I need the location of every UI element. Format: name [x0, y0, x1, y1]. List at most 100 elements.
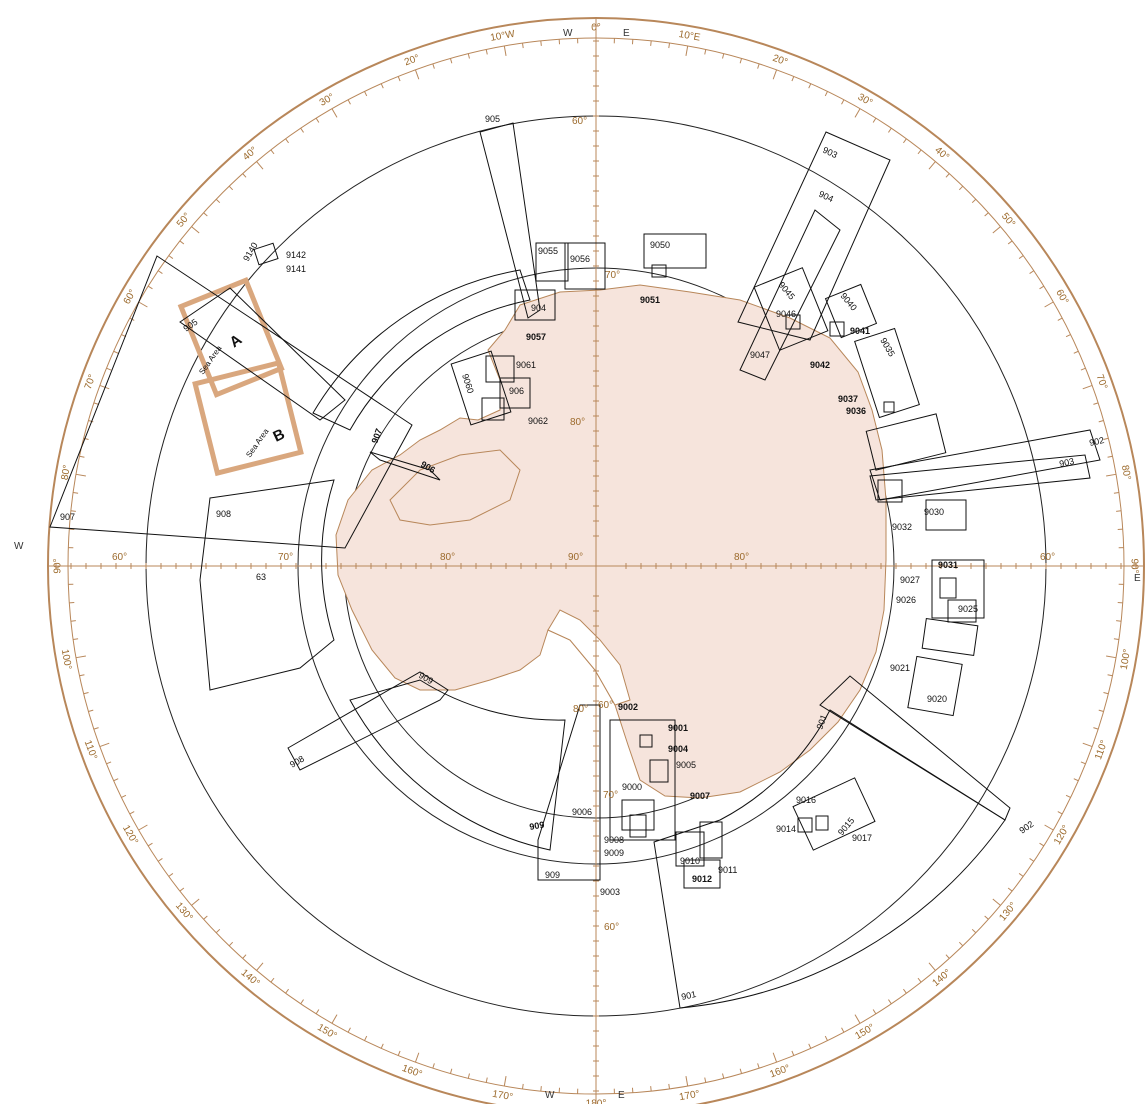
- degree-label: 40°: [241, 145, 260, 163]
- sea-area-b-box: [192, 359, 304, 477]
- degree-tick: [242, 954, 247, 959]
- degree-tick: [1039, 285, 1045, 290]
- degree-tick: [1082, 384, 1093, 390]
- chart-9041-outline: [829, 321, 845, 337]
- chart-9035-outline: [854, 327, 920, 419]
- degree-tick: [854, 108, 861, 118]
- label-9004: 9004: [668, 744, 688, 754]
- chart-9021-outline: [921, 617, 979, 657]
- degree-label: 60°: [122, 288, 139, 307]
- label-9051: 9051: [640, 295, 660, 305]
- degree-tick: [228, 941, 234, 947]
- degree-tick: [191, 898, 200, 906]
- label-9142: 9142: [286, 250, 306, 260]
- degree-tick: [1018, 255, 1024, 259]
- degree-tick: [73, 638, 79, 640]
- degree-tick: [113, 778, 119, 782]
- degree-tick: [88, 709, 94, 713]
- degree-tick: [992, 226, 1001, 234]
- degree-tick: [841, 1027, 845, 1033]
- chart-904-outline: [739, 209, 841, 381]
- ronne-ice-shelf-outline: [389, 449, 521, 526]
- label-905: 905: [485, 114, 500, 124]
- degree-tick: [1106, 655, 1117, 659]
- degree-tick: [1113, 492, 1119, 494]
- cardinal-e-right: E: [1134, 573, 1141, 584]
- chart-9025-outline: [947, 599, 977, 623]
- label-9011: 9011: [718, 865, 737, 875]
- degree-tick: [300, 999, 304, 1005]
- cardinal-letters: W E W E W E: [14, 28, 1141, 1101]
- latitude-labels: 60° 70° 80° 90° 80° 60° 60° 70° 80° 60° …: [112, 116, 1055, 933]
- chart-903-outline: [737, 131, 891, 341]
- label-9000: 9000: [622, 782, 642, 792]
- label-9002: 9002: [618, 702, 638, 712]
- degree-label: 10°E: [678, 29, 702, 44]
- chart-9045-outline: [753, 267, 829, 351]
- degree-tick: [903, 988, 907, 994]
- label-902: 902: [1017, 819, 1035, 836]
- degree-tick: [1065, 794, 1071, 798]
- degree-labels: 0°10°E20°30°40°50°60°70°80°90°100°110°12…: [53, 23, 1140, 1104]
- label-9056: 9056: [570, 254, 590, 264]
- chart-908-outline: [199, 479, 335, 691]
- degree-tick: [467, 53, 470, 59]
- label-9045: 9045: [776, 280, 797, 302]
- degree-tick: [467, 1073, 470, 1079]
- label-9057: 9057: [526, 332, 546, 342]
- degree-tick: [397, 1050, 401, 1056]
- label-9014: 9014: [776, 824, 796, 834]
- lat-label-60-bottom: 60°: [604, 922, 619, 933]
- label-9030: 9030: [924, 507, 944, 517]
- degree-label: 40°: [932, 145, 951, 163]
- label-909-south: 909: [529, 820, 546, 832]
- degree-tick: [380, 1043, 384, 1049]
- sea-area-b-letter: B: [271, 426, 288, 446]
- degree-tick: [1065, 334, 1071, 338]
- degree-label: 130°: [173, 900, 195, 923]
- label-9046: 9046: [776, 309, 796, 319]
- label-9020: 9020: [927, 694, 947, 704]
- label-906-small: 906: [509, 386, 524, 396]
- label-9006: 9006: [572, 807, 592, 817]
- degree-tick: [1018, 873, 1024, 877]
- degree-tick: [79, 455, 85, 458]
- lat-label-60-left: 60°: [112, 552, 127, 563]
- degree-tick: [1107, 674, 1113, 677]
- degree-label: 50°: [175, 211, 193, 230]
- lat-label-80-left: 80°: [440, 552, 455, 563]
- degree-tick: [503, 45, 507, 56]
- degree-tick: [147, 285, 153, 290]
- label-904-north: 904: [531, 303, 546, 313]
- chart-901-east-outline: [819, 675, 1011, 821]
- chart-9040-outline: [824, 283, 878, 339]
- degree-tick: [449, 58, 453, 64]
- degree-tick: [300, 127, 304, 133]
- degree-tick: [106, 367, 112, 371]
- degree-label: 20°: [403, 53, 421, 69]
- degree-tick: [347, 1027, 351, 1033]
- degree-tick: [215, 198, 221, 204]
- degree-tick: [1073, 778, 1079, 782]
- chart-906-outline: [312, 269, 531, 431]
- chart-904-north-outline: [514, 289, 556, 321]
- degree-tick: [256, 161, 264, 170]
- chart-9030-outline: [865, 413, 947, 471]
- degree-tick: [503, 1076, 507, 1087]
- degree-tick: [157, 858, 163, 862]
- degree-tick: [917, 149, 922, 155]
- degree-tick: [1057, 317, 1063, 321]
- chart-9027-outline: [931, 559, 985, 619]
- degree-tick: [106, 761, 112, 765]
- degree-tick: [215, 928, 221, 934]
- degree-label: 160°: [768, 1063, 791, 1080]
- cardinal-e-top: E: [623, 28, 630, 39]
- degree-tick: [1007, 240, 1013, 245]
- chart-905-west-outline: [179, 287, 346, 421]
- degree-tick: [315, 117, 320, 123]
- degree-tick: [315, 1009, 320, 1015]
- label-9003: 9003: [600, 887, 620, 897]
- chart-9031-outline: [925, 499, 967, 531]
- label-63: 63: [256, 572, 266, 582]
- chart-906b-outline: [499, 377, 531, 409]
